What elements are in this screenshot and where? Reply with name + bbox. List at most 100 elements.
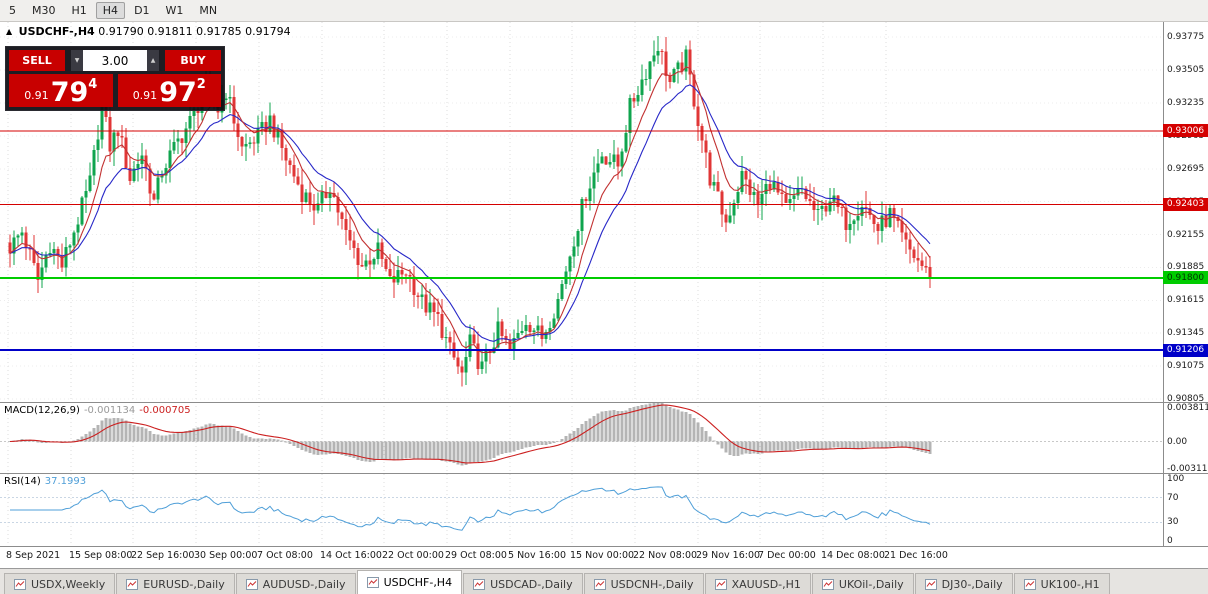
price-scale-tick[interactable]: 0.91885 [1167,262,1205,273]
price-scale-tick[interactable]: 0.91615 [1167,295,1205,306]
volume-decrease-button[interactable]: ▼ [71,50,83,71]
one-click-collapse-icon[interactable]: ▲ [6,27,13,36]
chart-tab-icon [593,578,606,590]
chart-tab-ukoil-daily[interactable]: UKOil-,Daily [811,573,914,594]
timeframe-button-M30[interactable]: M30 [32,4,56,17]
chart-tab-usdcnh-daily[interactable]: USDCNH-,Daily [583,573,704,594]
rsi-value: 37.1993 [44,476,87,487]
chart-tab-icon [924,578,937,590]
timeframe-button-H1[interactable]: H1 [71,4,87,17]
price-scale-tick[interactable]: 0.93505 [1167,65,1205,76]
chart-tab-usdchf-h4[interactable]: USDCHF-,H4 [356,570,463,594]
buy-price-pipette: 2 [196,77,206,92]
macd-scale-tick: 0.00 [1167,436,1188,447]
timeframe-button-H4[interactable]: H4 [95,2,126,19]
buy-price-prefix: 0.91 [132,89,158,102]
chart-tab-icon [1023,578,1036,590]
sell-button[interactable]: SELL [9,50,65,71]
time-axis-label: 30 Sep 00:00 [194,550,258,561]
price-scale-tick[interactable]: 0.93235 [1167,97,1205,108]
trade-panel-controls: SELL ▼ 3.00 ▲ BUY [9,50,221,71]
rsi-scale-tick: 0 [1167,536,1173,547]
volume-input[interactable]: 3.00 [83,50,147,71]
macd-indicator-label: MACD(12,26,9) -0.001134 -0.000705 [4,405,191,416]
time-axis-label: 8 Sep 2021 [6,550,61,561]
chart-tab-label: USDCAD-,Daily [490,577,573,591]
time-axis-label: 15 Nov 00:00 [570,550,635,561]
buy-price-big-digits: 97 [159,77,197,108]
chart-canvas[interactable] [0,22,1208,568]
chart-tab-dj30-daily[interactable]: DJ30-,Daily [914,573,1013,594]
rsi-scale-tick: 70 [1167,492,1179,503]
chart-tab-audusd-daily[interactable]: AUDUSD-,Daily [235,573,356,594]
time-axis-label: 22 Oct 00:00 [382,550,444,561]
time-axis-label: 21 Dec 16:00 [884,550,948,561]
chart-tab-icon [245,578,258,590]
macd-scale-tick: 0.003811 [1167,403,1208,414]
price-level-badge: 0.91206 [1163,343,1208,357]
time-axis-label: 7 Dec 00:00 [758,550,816,561]
ohlc-values: 0.91790 0.91811 0.91785 0.91794 [98,25,291,38]
price-scale-tick[interactable]: 0.93775 [1167,32,1205,43]
sell-price-prefix: 0.91 [24,89,49,102]
one-click-trading-panel: SELL ▼ 3.00 ▲ BUY 0.91 79 4 0.91 97 2 [5,46,225,111]
timeframe-button-MN[interactable]: MN [199,4,218,17]
chart-tab-xauusd-h1[interactable]: XAUUSD-,H1 [704,573,811,594]
time-axis-label: 14 Dec 08:00 [821,550,885,561]
macd-signal-value: -0.000705 [139,405,191,416]
price-scale-tick[interactable]: 0.90805 [1167,393,1205,404]
buy-button[interactable]: BUY [165,50,221,71]
buy-price-display[interactable]: 0.91 97 2 [117,74,221,108]
price-scale-tick[interactable]: 0.91075 [1167,361,1205,372]
time-axis-label: 29 Oct 08:00 [445,550,507,561]
chart-tab-label: AUDUSD-,Daily [262,577,346,591]
chart-area[interactable]: ▲ USDCHF-,H4 0.91790 0.91811 0.91785 0.9… [0,22,1208,568]
chart-tab-label: UKOil-,Daily [838,577,904,591]
time-axis-label: 22 Nov 08:00 [633,550,698,561]
chart-tab-usdcad-daily[interactable]: USDCAD-,Daily [463,573,583,594]
rsi-scale-tick: 30 [1167,517,1179,528]
timeframe-button-5[interactable]: 5 [9,4,16,17]
rsi-name: RSI(14) [4,476,41,487]
chart-tab-icon [366,577,379,588]
chart-symbol-title: ▲ USDCHF-,H4 0.91790 0.91811 0.91785 0.9… [6,25,291,38]
sell-price-big-digits: 79 [50,77,89,108]
time-axis-label: 15 Sep 08:00 [69,550,133,561]
time-axis-label: 14 Oct 16:00 [320,550,382,561]
trade-panel-prices: 0.91 79 4 0.91 97 2 [9,74,221,107]
time-axis-label: 5 Nov 16:00 [508,550,567,561]
chart-tab-label: UK100-,H1 [1040,577,1100,591]
symbol-name: USDCHF-,H4 [18,25,95,38]
rsi-scale-tick: 100 [1167,473,1185,484]
sell-price-pipette: 4 [88,77,98,92]
rsi-indicator-label: RSI(14) 37.1993 [4,476,86,487]
chart-tab-uk100-h1[interactable]: UK100-,H1 [1013,573,1110,594]
macd-main-value: -0.001134 [83,405,136,416]
price-level-badge: 0.91800 [1163,271,1208,285]
chart-tab-label: EURUSD-,Daily [143,577,225,591]
volume-increase-button[interactable]: ▲ [147,50,159,71]
price-scale-tick[interactable]: 0.91345 [1167,328,1205,339]
price-level-badge: 0.92403 [1163,197,1208,211]
price-scale-tick[interactable]: 0.92695 [1167,163,1205,174]
timeframe-button-D1[interactable]: D1 [134,4,150,17]
timeframe-buttons: 5 M30 H1 H4 D1 W1 MN [2,2,224,19]
chart-tab-icon [14,578,26,590]
chart-tab-icon [126,578,139,590]
time-axis-label: 22 Sep 16:00 [131,550,195,561]
time-axis-label: 29 Nov 16:00 [696,550,761,561]
time-axis-label: 7 Oct 08:00 [257,550,313,561]
price-level-badge: 0.93006 [1163,124,1208,138]
macd-scale-tick: -0.003115 [1167,463,1208,474]
chart-tab-label: USDX,Weekly [31,577,106,591]
chart-tab-label: XAUUSD-,H1 [731,577,801,591]
timeframe-toolbar: 5 M30 H1 H4 D1 W1 MN [0,0,1208,22]
timeframe-button-W1[interactable]: W1 [165,4,184,17]
chart-tab-label: DJ30-,Daily [941,577,1003,591]
chart-tab-usdx-weekly[interactable]: USDX,Weekly [4,573,116,594]
chart-tab-icon [714,578,727,590]
chart-tab-eurusd-daily[interactable]: EURUSD-,Daily [116,573,235,594]
price-scale-tick[interactable]: 0.92155 [1167,229,1205,240]
sell-price-display[interactable]: 0.91 79 4 [9,74,113,107]
